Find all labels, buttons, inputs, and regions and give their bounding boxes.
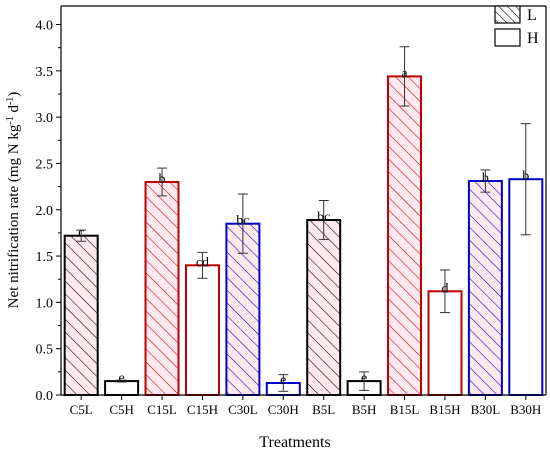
significance-label-b30l: b: [482, 171, 489, 186]
y-tick-label: 2.5: [36, 157, 54, 172]
bar-c15l: [144, 181, 180, 396]
error-bar-b5l: [318, 200, 329, 240]
error-bars-layer: [76, 46, 531, 392]
significance-labels-layer: c e b cd bc e bc e a d b b: [78, 66, 529, 388]
y-axis-label: Net nitrification rate (mg N kg-1 d-1): [5, 92, 23, 309]
error-bar-b30h: [520, 123, 531, 236]
significance-label-b15l: a: [401, 66, 408, 81]
x-tick-label-b30h: B30H: [510, 402, 541, 417]
error-bar-c5l: [76, 229, 87, 242]
y-tick-label: 0.5: [36, 343, 54, 358]
x-ticks-layer: C5L C5H C15L C15H C30L C30H B5L B5H B15L B15H B30L…: [70, 395, 541, 417]
y-tick-label: 2.0: [36, 204, 54, 219]
bar-c5l: [63, 234, 99, 396]
error-bar-c5h: [116, 379, 127, 383]
significance-label-c15l: b: [159, 172, 166, 187]
bar-b30l: [467, 180, 503, 396]
y-tick-label: 3.5: [36, 65, 54, 80]
x-tick-label-b5l: B5L: [312, 402, 335, 417]
bar-b5l: [306, 219, 342, 396]
error-bar-c15h: [197, 251, 208, 279]
significance-label-b5l: bc: [317, 210, 330, 225]
x-tick-label-b30l: B30L: [471, 402, 501, 417]
legend-label-h: H: [527, 30, 539, 47]
error-bar-b15h: [439, 269, 450, 314]
bars-layer: [63, 75, 544, 397]
y-tick-label: 4.0: [36, 19, 54, 34]
x-tick-label-c15l: C15L: [147, 402, 177, 417]
legend-swatch-l: [494, 5, 521, 24]
y-axis-label-text: Net nitrification rate (mg N kg-1 d-1): [5, 92, 23, 309]
y-label-superscript: -1: [5, 97, 16, 105]
x-tick-label-c15h: C15H: [187, 402, 218, 417]
significance-label-c15h: cd: [196, 255, 209, 270]
x-tick-label-b15l: B15L: [390, 402, 420, 417]
y-tick-label: 1.0: [36, 296, 54, 311]
significance-label-c5l: c: [78, 226, 84, 241]
y-label-segment: Net nitrification rate (mg N kg: [6, 124, 22, 308]
error-bar-c30h: [278, 374, 289, 392]
x-tick-label-c5l: C5L: [70, 402, 93, 417]
x-tick-label-b5h: B5H: [352, 402, 377, 417]
significance-label-c30l: bc: [236, 214, 249, 229]
y-label-segment: d: [6, 105, 22, 117]
legend-swatch-h: [494, 28, 521, 47]
y-tick-label: 0.0: [36, 389, 54, 404]
significance-label-c5h: e: [119, 371, 125, 386]
bar-b15l: [387, 75, 422, 397]
bar-c15h: [185, 264, 220, 396]
error-bar-b30l: [480, 169, 491, 193]
significance-label-c30h: e: [280, 373, 286, 388]
significance-label-b5h: e: [361, 371, 367, 386]
x-tick-label-c30h: C30H: [268, 402, 299, 417]
error-bar-c15l: [157, 167, 168, 197]
x-tick-label-c30l: C30L: [228, 402, 258, 417]
significance-label-b30h: b: [522, 169, 529, 184]
error-bar-c30l: [237, 193, 248, 254]
legend-label-l: L: [527, 7, 537, 24]
x-tick-label-c5h: C5H: [109, 402, 134, 417]
legend: LH: [494, 5, 539, 47]
error-bar-b5h: [359, 371, 370, 391]
x-tick-label-b15h: B15H: [429, 402, 460, 417]
y-ticks-layer: 0.0 0.5 1.0 1.5 2.0 2.5 3.0 3.5 4.0: [36, 19, 61, 404]
x-axis-label: Treatments: [259, 434, 330, 451]
error-bar-b15l: [399, 46, 410, 107]
y-label-superscript: -1: [5, 116, 16, 124]
y-tick-label: 3.0: [36, 111, 54, 126]
significance-label-b15h: d: [441, 281, 448, 296]
y-label-segment: ): [6, 92, 22, 97]
y-tick-label: 1.5: [36, 250, 54, 265]
